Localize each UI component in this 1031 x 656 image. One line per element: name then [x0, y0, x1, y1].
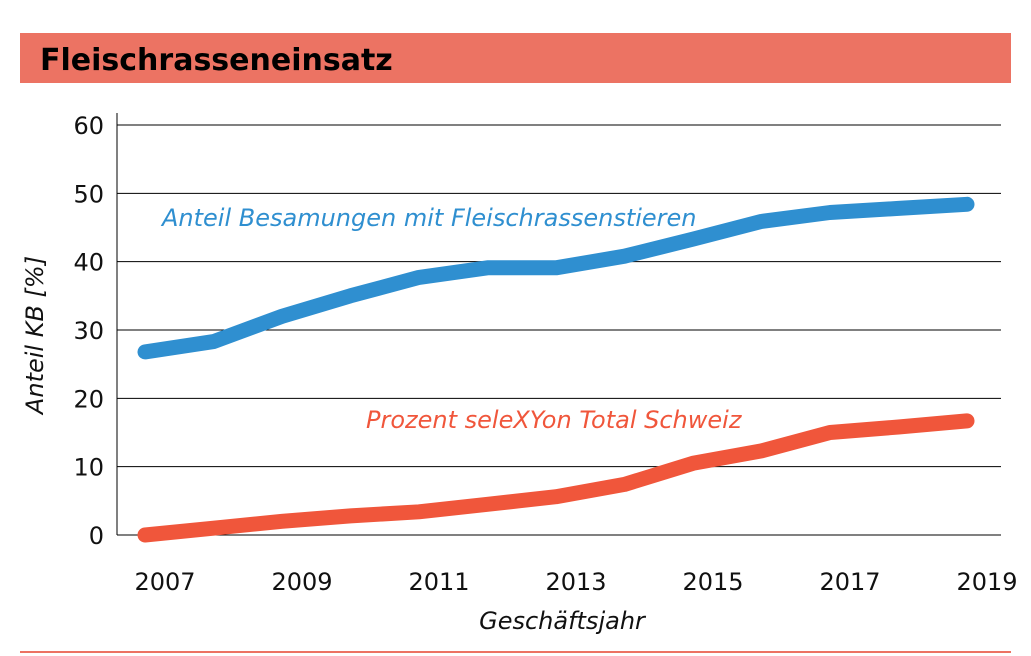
title-banner: [20, 33, 1011, 83]
y-tick-label-30: 30: [73, 317, 104, 345]
y-tick-label-50: 50: [73, 180, 104, 208]
x-tick-label-2017: 2017: [819, 568, 880, 596]
x-tick-labels: 2007 2009 2011 2013 2015 2017 2019: [134, 568, 1017, 596]
x-tick-label-2013: 2013: [545, 568, 606, 596]
y-tick-label-60: 60: [73, 112, 104, 140]
series-label-selexyon: Prozent seleXYon Total Schweiz: [366, 406, 743, 434]
series-line-0: [137, 196, 975, 360]
x-tick-label-2009: 2009: [271, 568, 332, 596]
y-tick-label-10: 10: [73, 454, 104, 482]
series-line-1: [137, 413, 975, 543]
series-lines: [137, 196, 975, 543]
y-tick-label-0: 0: [89, 522, 104, 550]
x-tick-label-2019: 2019: [956, 568, 1017, 596]
y-tick-labels: 0 10 20 30 40 50 60: [73, 112, 104, 550]
y-tick-label-20: 20: [73, 385, 104, 413]
x-tick-label-2015: 2015: [682, 568, 743, 596]
series-label-besamungen: Anteil Besamungen mit Fleischrassenstier…: [160, 204, 697, 232]
x-axis-label: Geschäftsjahr: [479, 607, 647, 635]
x-tick-label-2011: 2011: [408, 568, 469, 596]
chart-title: Fleischrasseneinsatz: [40, 43, 393, 78]
y-axis-label: Anteil KB [%]: [21, 256, 49, 416]
y-tick-label-40: 40: [73, 249, 104, 277]
x-tick-label-2007: 2007: [134, 568, 195, 596]
